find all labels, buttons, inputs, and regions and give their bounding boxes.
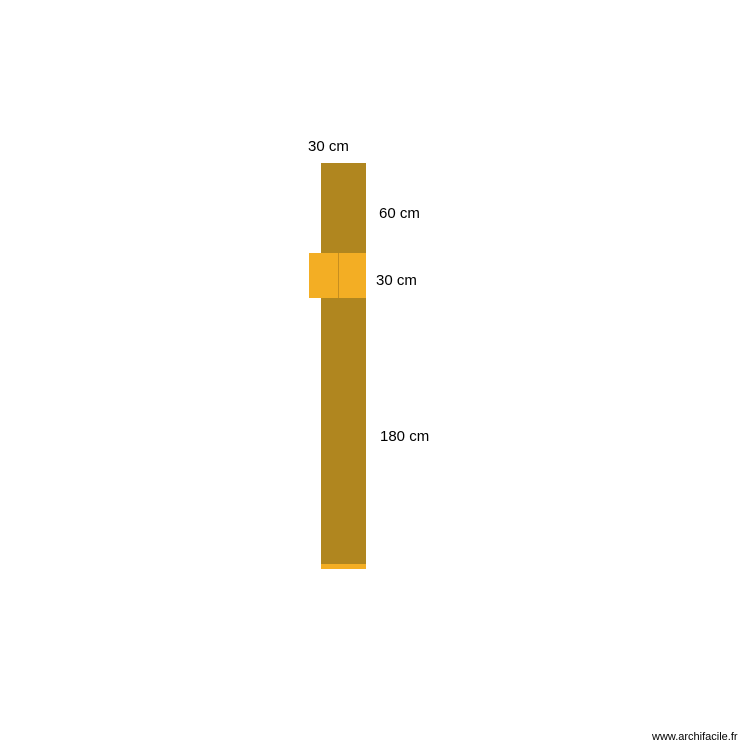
vertical-beam bbox=[321, 163, 366, 568]
top-segment-label: 60 cm bbox=[379, 205, 420, 222]
beam-foot bbox=[321, 564, 366, 569]
band-divider-line bbox=[338, 253, 339, 298]
band-segment-label: 30 cm bbox=[376, 272, 417, 289]
width-label: 30 cm bbox=[308, 138, 349, 155]
watermark-text: www.archifacile.fr bbox=[652, 731, 738, 743]
bottom-segment-label: 180 cm bbox=[380, 428, 429, 445]
